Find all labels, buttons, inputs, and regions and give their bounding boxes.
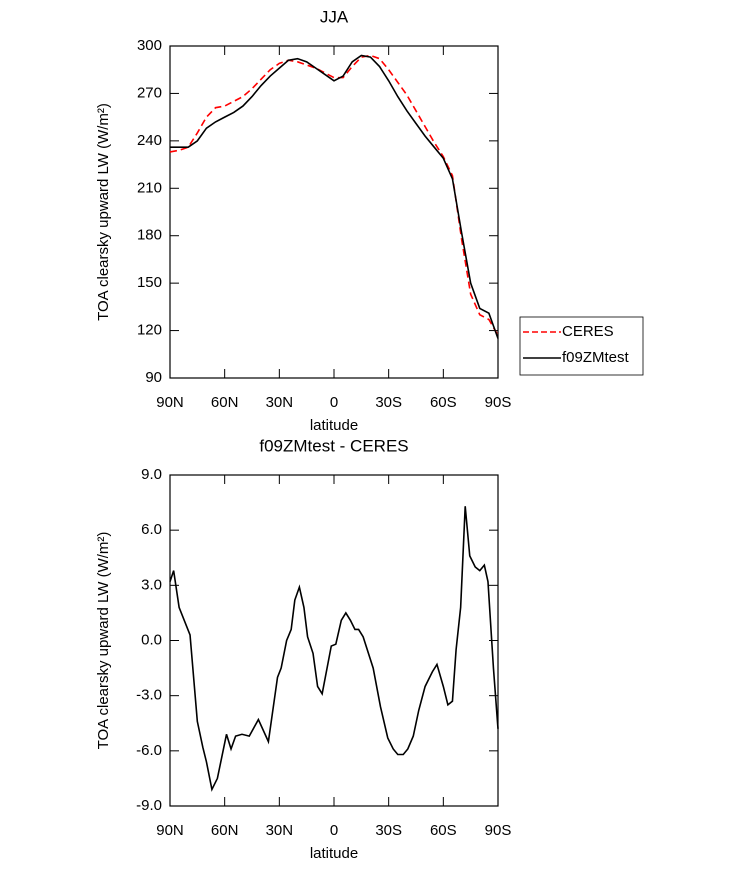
data-line xyxy=(169,506,499,792)
y-tick-label: 270 xyxy=(137,84,162,101)
x-tick-label: 30N xyxy=(266,394,294,411)
y-tick-label: 0.0 xyxy=(141,631,162,648)
chart-title: f09ZMtest - CERES xyxy=(259,436,408,455)
x-tick-label: 90N xyxy=(156,822,184,839)
y-tick-label: 120 xyxy=(137,322,162,339)
legend-box xyxy=(519,316,644,376)
x-axis-label: latitude xyxy=(310,417,358,434)
x-tick-label: 90S xyxy=(485,822,512,839)
y-tick-label: 6.0 xyxy=(141,521,162,538)
y-tick-label: 240 xyxy=(137,132,162,149)
y-tick-label: 180 xyxy=(137,227,162,244)
data-line xyxy=(170,54,499,339)
plot-frame xyxy=(169,45,499,379)
x-tick-label: 30N xyxy=(266,822,294,839)
data-line xyxy=(169,54,499,336)
x-tick-label: 60N xyxy=(211,822,239,839)
x-tick-label: 90S xyxy=(485,394,512,411)
y-tick-label: -3.0 xyxy=(136,687,162,704)
x-tick-label: 60S xyxy=(430,394,457,411)
y-tick-label: 150 xyxy=(137,274,162,291)
y-tick-label: 90 xyxy=(145,369,162,386)
x-tick-label: 30S xyxy=(375,394,402,411)
y-tick-label: -6.0 xyxy=(136,742,162,759)
y-axis-label: TOA clearsky upward LW (W/m²) xyxy=(95,532,112,750)
x-tick-label: 60N xyxy=(211,394,239,411)
y-tick-label: 210 xyxy=(137,179,162,196)
x-tick-label: 0 xyxy=(330,822,338,839)
x-tick-label: 60S xyxy=(430,822,457,839)
x-tick-label: 90N xyxy=(156,394,184,411)
y-tick-label: 300 xyxy=(137,37,162,54)
x-tick-label: 0 xyxy=(330,394,338,411)
x-tick-label: 30S xyxy=(375,822,402,839)
legend-label: CERES xyxy=(562,323,614,340)
x-axis-label: latitude xyxy=(310,845,358,862)
y-tick-label: 3.0 xyxy=(141,576,162,593)
chart-title: JJA xyxy=(320,7,349,26)
y-tick-label: 9.0 xyxy=(141,466,162,483)
y-tick-label: -9.0 xyxy=(136,797,162,814)
plot-frame xyxy=(169,474,499,807)
legend-label: f09ZMtest xyxy=(562,349,630,366)
y-axis-label: TOA clearsky upward LW (W/m²) xyxy=(95,103,112,321)
